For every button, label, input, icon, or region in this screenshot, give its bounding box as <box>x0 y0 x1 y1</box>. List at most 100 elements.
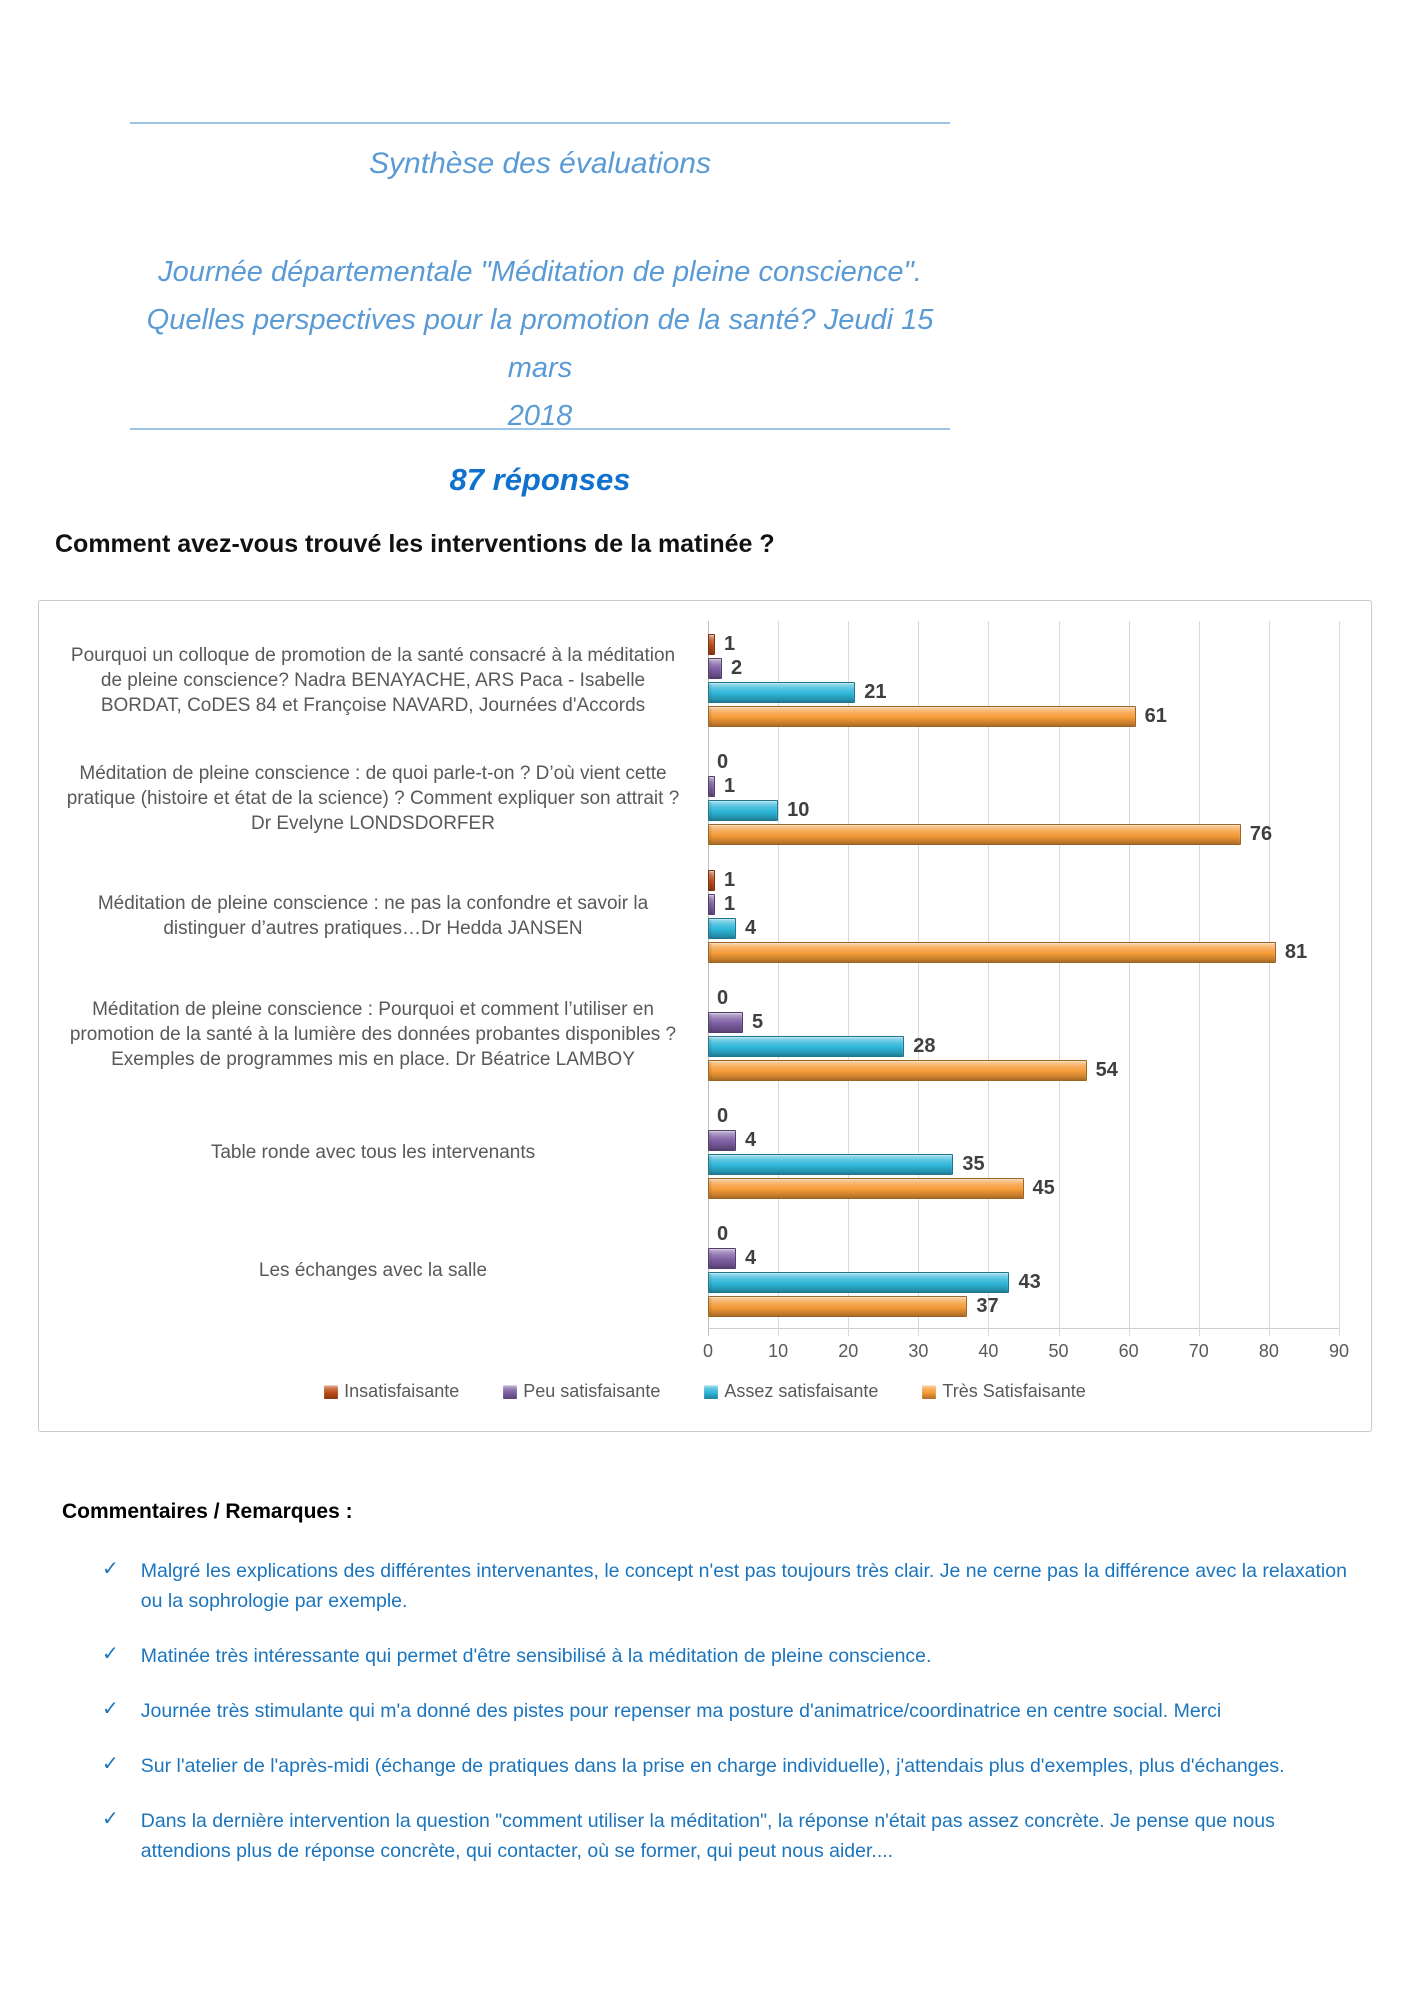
category-label: Méditation de pleine conscience : ne pas… <box>97 893 649 939</box>
responses-count: 87 réponses <box>449 462 631 497</box>
bar-row: 0 <box>708 1223 1339 1245</box>
legend-label: Peu satisfaisante <box>523 1381 661 1401</box>
legend-label: Insatisfaisante <box>344 1381 460 1401</box>
value-label: 76 <box>1249 822 1273 845</box>
gridline <box>1198 621 1200 1336</box>
bar-series-2 <box>708 681 856 703</box>
axis-tick-label: 10 <box>768 1341 789 1361</box>
bar-series-1 <box>708 1247 737 1269</box>
legend-item: Peu satisfaisante <box>503 1381 660 1402</box>
axis-tick-label: 80 <box>1258 1341 1279 1361</box>
bar-row: 28 <box>708 1034 1339 1057</box>
axis-tick-label: 50 <box>1048 1341 1069 1361</box>
axis-tick-label: 70 <box>1188 1341 1209 1361</box>
bar-row: 35 <box>708 1152 1339 1175</box>
comment-text: Dans la dernière intervention la questio… <box>140 1810 1275 1862</box>
check-icon: ✓ <box>102 1753 119 1775</box>
comments-section: Commentaires / Remarques : ✓ Malgré les … <box>62 1500 1362 1891</box>
bar-row: 2 <box>708 657 1339 679</box>
bar-group: 1 1 4 81 <box>708 857 1339 975</box>
category-label: Méditation de pleine conscience : de quo… <box>66 762 680 834</box>
bar-series-0 <box>708 633 715 655</box>
value-label: 0 <box>717 986 729 1009</box>
comment-item: ✓ Journée très stimulante qui m'a donné … <box>102 1696 1362 1726</box>
bar-series-1 <box>708 893 715 915</box>
question-heading: Comment avez-vous trouvé les interventio… <box>55 530 775 558</box>
bar-row: 1 <box>708 868 1339 891</box>
bar-series-3 <box>708 1059 1087 1081</box>
bar-group: 0 1 10 76 <box>708 739 1339 857</box>
value-label: 61 <box>1144 704 1167 727</box>
legend-swatch-1 <box>503 1384 518 1399</box>
gridline <box>1268 621 1270 1336</box>
bar-row: 61 <box>708 704 1339 727</box>
comments-heading: Commentaires / Remarques : <box>62 1500 353 1523</box>
value-label: 54 <box>1095 1058 1118 1081</box>
value-label: 37 <box>976 1294 999 1317</box>
axis-tick-label: 0 <box>702 1341 714 1361</box>
bar-series-3 <box>708 1295 968 1317</box>
category-label: Table ronde avec tous les intervenants <box>210 1141 536 1163</box>
legend-item: Insatisfaisante <box>324 1381 459 1402</box>
subtitle-line-1: Journée départementale "Méditation de pl… <box>158 256 922 288</box>
gridline <box>1128 621 1130 1336</box>
bar-row: 45 <box>708 1176 1339 1199</box>
axis-tick-label: 40 <box>978 1341 999 1361</box>
legend-item: Assez satisfaisante <box>704 1381 878 1402</box>
bar-row: 21 <box>708 681 1339 703</box>
bar-series-0 <box>708 869 715 891</box>
value-label: 35 <box>962 1152 985 1175</box>
chart-legend: Insatisfaisante Peu satisfaisante Assez sa… <box>39 1381 1371 1402</box>
bar-row: 0 <box>708 1105 1339 1127</box>
value-label: 1 <box>724 774 736 797</box>
bar-row: 1 <box>708 632 1339 655</box>
bar-series-1 <box>708 775 715 797</box>
axis-baseline <box>708 621 709 1336</box>
category-labels-column: Pourquoi un colloque de promotion de la … <box>45 621 701 1329</box>
comment-text: Malgré les explications des différentes … <box>140 1560 1347 1612</box>
bar-row: 76 <box>708 822 1339 845</box>
chart-plot-area: 1 2 21 61 0 1 10 76 1 1 4 81 0 5 28 54 0 4 35 45 0 4 43 37 <box>708 621 1340 1336</box>
category-label: Les échanges avec la salle <box>258 1259 488 1281</box>
bar-row: 81 <box>708 940 1339 963</box>
legend-item: Très Satisfaisante <box>922 1381 1086 1402</box>
legend-swatch-3 <box>922 1384 937 1399</box>
check-icon: ✓ <box>102 1808 119 1830</box>
comment-text: Sur l'atelier de l'après-midi (échange d… <box>140 1755 1285 1777</box>
gridline <box>848 621 850 1336</box>
bar-row: 10 <box>708 799 1339 821</box>
value-label: 1 <box>724 632 736 655</box>
axis-tick-label: 90 <box>1328 1341 1350 1361</box>
comment-text: Journée très stimulante qui m'a donné de… <box>140 1700 1222 1722</box>
bar-series-2 <box>708 1035 905 1057</box>
bar-row: 54 <box>708 1058 1339 1081</box>
comment-item: ✓ Matinée très intéressante qui permet d… <box>102 1641 1362 1671</box>
value-label: 81 <box>1284 940 1308 963</box>
divider-middle <box>130 428 950 430</box>
bar-row: 5 <box>708 1011 1339 1033</box>
bar-series-2 <box>708 1271 1010 1293</box>
gridline <box>1339 621 1340 1336</box>
document-title: Synthèse des évaluations <box>369 147 711 180</box>
bar-series-1 <box>708 1129 737 1151</box>
value-label: 1 <box>724 868 736 891</box>
bar-row: 4 <box>708 917 1339 939</box>
comment-item: ✓ Malgré les explications des différente… <box>102 1556 1362 1616</box>
bar-group: 0 4 43 37 <box>708 1211 1339 1329</box>
value-label: 43 <box>1018 1270 1041 1293</box>
bar-row: 1 <box>708 774 1339 797</box>
bar-series-3 <box>708 1177 1024 1199</box>
bar-series-2 <box>708 799 779 821</box>
value-label: 0 <box>717 750 729 773</box>
value-label: 28 <box>913 1034 936 1057</box>
bar-series-3 <box>708 705 1136 727</box>
bar-row: 4 <box>708 1129 1339 1151</box>
value-label: 45 <box>1032 1176 1055 1199</box>
axis-tick-label: 60 <box>1118 1341 1139 1361</box>
bar-group: 1 2 21 61 <box>708 621 1339 739</box>
bar-row: 37 <box>708 1294 1339 1317</box>
divider-top <box>130 122 950 124</box>
legend-label: Très Satisfaisante <box>942 1381 1086 1401</box>
evaluation-bar-chart: Pourquoi un colloque de promotion de la … <box>38 600 1372 1432</box>
